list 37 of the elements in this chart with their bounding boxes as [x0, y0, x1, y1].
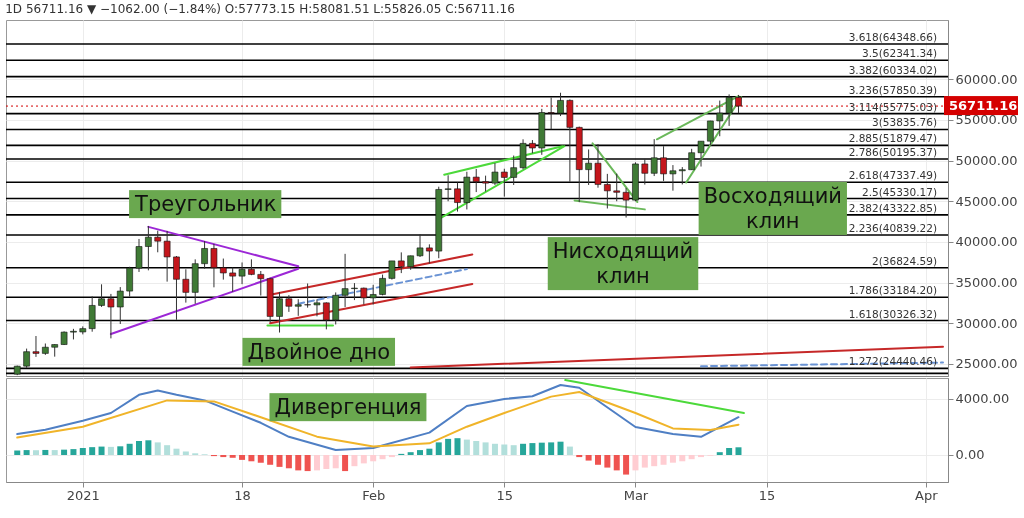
y-tick-label: 50000.00: [955, 153, 1018, 169]
ref-line-label: 3.114(55775.03): [848, 100, 937, 113]
y-tick-label: 40000.00: [955, 234, 1018, 250]
ref-line-label: 3.618(64348.66): [848, 30, 937, 43]
y-tick-label: 0.00: [955, 447, 985, 463]
y-tick-label: 45000.00: [955, 193, 1018, 209]
y-tick-label: 25000.00: [955, 356, 1018, 372]
y-tick-label: 4000.00: [955, 391, 1010, 407]
ref-line-label: 2.618(47337.49): [848, 169, 937, 182]
annotation: Двойное дно: [247, 339, 391, 364]
x-tick-label: 2021: [66, 487, 100, 503]
x-tick-label: Feb: [362, 487, 386, 503]
y-tick-label: 35000.00: [955, 275, 1018, 291]
ref-line-label: 2(36824.59): [872, 254, 937, 267]
y-tick-label: 60000.00: [955, 71, 1018, 87]
ref-line-label: 2.786(50195.37): [848, 146, 937, 159]
chart-title: 1D 56711.16 ▼ −1062.00 (−1.84%) O:57773.15 H:58081.51 L:55826.05 C:56711.16: [5, 2, 515, 16]
x-tick-label: Mar: [623, 487, 649, 503]
annotation: Треугольник: [134, 192, 277, 217]
x-tick-label: 15: [758, 487, 776, 503]
ref-line-label: 2.885(51879.47): [848, 132, 937, 145]
ref-line-label: 3.236(57850.39): [848, 83, 937, 96]
x-tick-label: 15: [496, 487, 514, 503]
ref-line-label: 3.382(60334.02): [848, 63, 937, 76]
annotation: Дивергенция: [274, 395, 422, 420]
x-tick-label: 18: [234, 487, 251, 503]
ref-line-label: 2.236(40839.22): [848, 222, 937, 235]
ref-line-label: 3.5(62341.34): [862, 47, 937, 60]
ref-line-label: 56711.16: [949, 98, 1018, 114]
ref-line-label: 1.618(30326.32): [848, 307, 937, 320]
ref-line-label: 1.786(33184.20): [848, 284, 937, 297]
x-tick-label: Apr: [915, 487, 939, 503]
ref-line-label: 2.382(43322.85): [848, 201, 937, 214]
ref-line-label: 2.5(45330.17): [862, 185, 937, 198]
y-tick-label: 55000.00: [955, 112, 1018, 128]
y-tick-label: 30000.00: [955, 315, 1018, 331]
ref-line-label: 3(53835.76): [872, 116, 937, 129]
